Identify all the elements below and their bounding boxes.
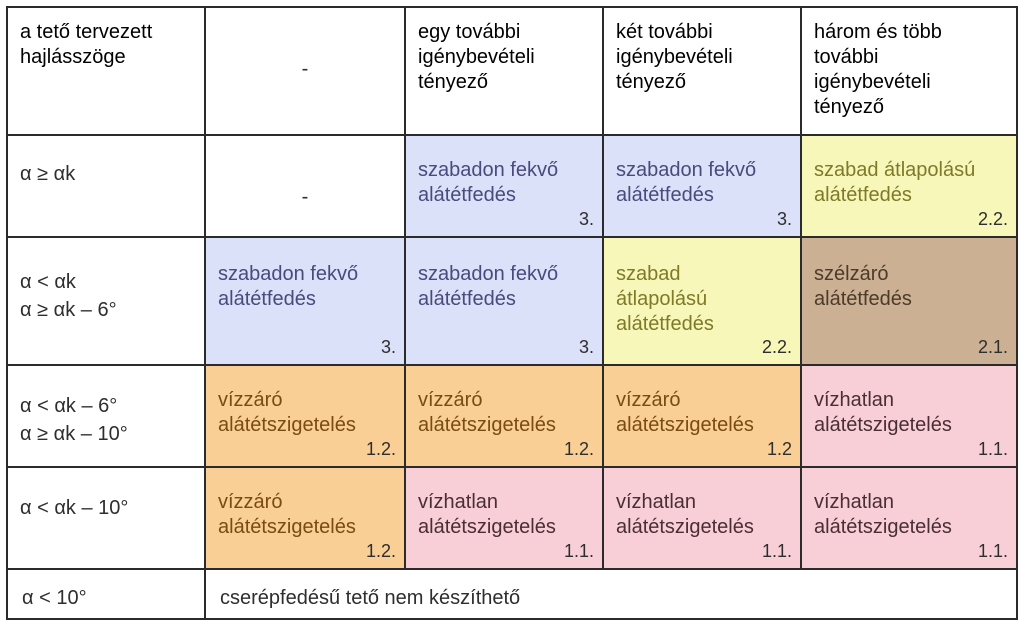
cell-text: szélzáró alátétfedés (814, 263, 912, 310)
row3-cell-3: vízzáró alátétszigetelés 1.2 (604, 366, 802, 468)
row1-cell-1: - (206, 136, 406, 238)
header-two-factors-label: két további igénybevételi tényező (616, 21, 733, 93)
row1-cell-2: szabadon fekvő alátétfedés 3. (406, 136, 604, 238)
cell-number: 1.1. (977, 439, 1008, 459)
cell-text: szabadon fekvő alátétfedés (418, 159, 559, 206)
footer-label-cell: α < 10° (8, 570, 206, 618)
cell-number: 1.2. (563, 439, 594, 459)
row1-cell-4: szabad átlapolású alátétfedés 2.2. (802, 136, 1016, 238)
footer-note: cserépfedésű tető nem készíthető (220, 587, 521, 609)
cell-text: szabad átlapolású alátétfedés (616, 263, 714, 335)
cell-text: vízzáró alátétszigetelés (616, 389, 754, 436)
roof-pitch-table: a tető tervezett hajlásszöge - egy továb… (6, 6, 1018, 620)
cell-number: 1.1. (977, 541, 1008, 561)
cell-number: 1.1. (563, 541, 594, 561)
row4-label-cell: α < αk – 10° (8, 468, 206, 570)
cell-number: 3. (578, 209, 594, 229)
header-three-factors-label: három és több további igénybevételi tény… (814, 21, 942, 118)
row3-label-cell: α < αk – 6° α ≥ αk – 10° (8, 366, 206, 468)
row2-cell-1: szabadon fekvő alátétfedés 3. (206, 238, 406, 366)
row3-cell-1: vízzáró alátétszigetelés 1.2. (206, 366, 406, 468)
cell-number: 2.1. (977, 337, 1008, 357)
cell-text: szabadon fekvő alátétfedés (616, 159, 757, 206)
cell-number: 1.1. (761, 541, 792, 561)
cell-text: vízhatlan alátétszigetelés (616, 491, 754, 538)
cell-text: vízhatlan alátétszigetelés (814, 389, 952, 436)
row2-pitch-label: α < αk α ≥ αk – 6° (20, 271, 117, 321)
header-cell-none: - (206, 8, 406, 136)
cell-number: 1.2 (766, 439, 792, 459)
row2-cell-3: szabad átlapolású alátétfedés 2.2. (604, 238, 802, 366)
row1-pitch-label: α ≥ αk (20, 163, 76, 185)
cell-text: vízzáró alátétszigetelés (418, 389, 556, 436)
cell-text: szabadon fekvő alátétfedés (418, 263, 559, 310)
row2-cell-2: szabadon fekvő alátétfedés 3. (406, 238, 604, 366)
header-pitch-label: a tető tervezett hajlásszöge (20, 21, 153, 68)
row1-cell-3: szabadon fekvő alátétfedés 3. (604, 136, 802, 238)
cell-number: 1.2. (365, 541, 396, 561)
cell-text: vízzáró alátétszigetelés (218, 491, 356, 538)
row1-dash: - (301, 186, 309, 208)
row4-cell-3: vízhatlan alátétszigetelés 1.1. (604, 468, 802, 570)
row4-cell-4: vízhatlan alátétszigetelés 1.1. (802, 468, 1016, 570)
cell-number: 2.2. (761, 337, 792, 357)
header-cell-one-factor: egy további igénybevételi tényező (406, 8, 604, 136)
row4-cell-1: vízzáró alátétszigetelés 1.2. (206, 468, 406, 570)
footer-pitch-label: α < 10° (22, 587, 87, 609)
row2-label-cell: α < αk α ≥ αk – 6° (8, 238, 206, 366)
header-one-factor-label: egy további igénybevételi tényező (418, 21, 535, 93)
cell-text: szabadon fekvő alátétfedés (218, 263, 359, 310)
cell-number: 3. (776, 209, 792, 229)
row1-label-cell: α ≥ αk (8, 136, 206, 238)
row3-pitch-label: α < αk – 6° α ≥ αk – 10° (20, 395, 128, 445)
cell-number: 2.2. (977, 209, 1008, 229)
row3-cell-4: vízhatlan alátétszigetelés 1.1. (802, 366, 1016, 468)
row2-cell-4: szélzáró alátétfedés 2.1. (802, 238, 1016, 366)
row3-cell-2: vízzáró alátétszigetelés 1.2. (406, 366, 604, 468)
cell-text: vízhatlan alátétszigetelés (814, 491, 952, 538)
row4-cell-2: vízhatlan alátétszigetelés 1.1. (406, 468, 604, 570)
cell-text: vízhatlan alátétszigetelés (418, 491, 556, 538)
footer-text-cell: cserépfedésű tető nem készíthető (206, 570, 1016, 618)
header-cell-two-factors: két további igénybevételi tényező (604, 8, 802, 136)
cell-text: szabad átlapolású alátétfedés (814, 159, 976, 206)
cell-number: 1.2. (365, 439, 396, 459)
header-dash: - (301, 58, 309, 80)
cell-text: vízzáró alátétszigetelés (218, 389, 356, 436)
header-cell-three-factors: három és több további igénybevételi tény… (802, 8, 1016, 136)
cell-number: 3. (380, 337, 396, 357)
header-cell-pitch: a tető tervezett hajlásszöge (8, 8, 206, 136)
cell-number: 3. (578, 337, 594, 357)
row4-pitch-label: α < αk – 10° (20, 497, 129, 519)
